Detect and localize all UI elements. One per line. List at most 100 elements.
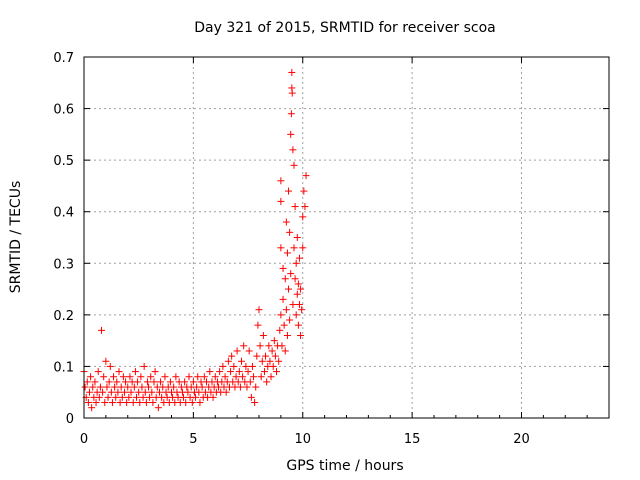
data-point xyxy=(233,347,241,355)
data-point xyxy=(115,368,123,376)
data-point xyxy=(84,399,92,407)
data-point xyxy=(200,373,208,381)
data-point xyxy=(277,177,285,185)
data-point xyxy=(273,368,280,376)
data-point xyxy=(150,378,158,386)
data-point xyxy=(146,393,154,401)
data-point xyxy=(134,378,142,386)
data-point xyxy=(271,352,279,360)
y-tick-label: 0.4 xyxy=(53,206,74,221)
x-tick-label: 20 xyxy=(513,432,530,447)
data-point xyxy=(289,301,297,309)
data-point xyxy=(282,218,290,226)
y-axis-title: SRMTID / TECUs xyxy=(8,181,24,294)
x-tick-labels: 0 5 10 15 20 xyxy=(80,432,530,447)
data-point xyxy=(209,393,217,401)
data-point xyxy=(276,326,284,334)
data-point xyxy=(135,388,143,396)
data-point xyxy=(126,373,134,381)
data-point xyxy=(268,347,276,355)
data-point xyxy=(253,352,261,360)
data-point xyxy=(250,373,258,381)
data-point xyxy=(122,378,130,386)
data-point xyxy=(289,146,297,154)
data-point xyxy=(262,352,270,360)
data-point xyxy=(222,388,230,396)
data-point xyxy=(188,399,196,407)
y-tick-label: 0.7 xyxy=(53,51,74,66)
data-point xyxy=(246,378,254,386)
data-point xyxy=(141,388,149,396)
data-point xyxy=(87,373,95,381)
data-point xyxy=(181,378,189,386)
data-point xyxy=(157,378,165,386)
data-point xyxy=(102,357,110,365)
data-point xyxy=(219,362,227,370)
data-point xyxy=(140,362,148,370)
y-tick-label: 0 xyxy=(66,412,74,427)
data-point xyxy=(161,373,169,381)
data-point xyxy=(89,383,97,391)
data-point xyxy=(234,378,242,386)
data-point xyxy=(281,275,289,283)
data-point xyxy=(260,368,268,376)
data-point xyxy=(252,383,260,391)
data-point xyxy=(263,378,271,386)
data-point xyxy=(228,352,236,360)
data-point xyxy=(235,368,243,376)
y-tick-label: 0.5 xyxy=(53,154,74,169)
data-point xyxy=(98,326,105,334)
data-point xyxy=(285,187,293,195)
data-point xyxy=(297,285,305,293)
data-point xyxy=(155,388,163,396)
data-point xyxy=(117,383,125,391)
data-point xyxy=(240,342,248,350)
data-point xyxy=(195,388,203,396)
data-point xyxy=(282,306,290,314)
data-point xyxy=(302,172,310,180)
data-point xyxy=(256,342,264,350)
data-point xyxy=(295,301,303,309)
data-point xyxy=(137,373,145,381)
data-point xyxy=(248,362,256,370)
data-point xyxy=(185,373,193,381)
data-point xyxy=(227,368,235,376)
grid-lines xyxy=(84,57,609,418)
data-point xyxy=(194,373,202,381)
data-point xyxy=(198,383,206,391)
data-point xyxy=(230,362,238,370)
data-point xyxy=(277,244,285,252)
data-point xyxy=(192,393,200,401)
data-point xyxy=(95,393,103,401)
data-point xyxy=(254,321,262,329)
data-point xyxy=(114,388,122,396)
data-point xyxy=(279,264,287,272)
data-point xyxy=(127,388,135,396)
data-point xyxy=(94,368,102,376)
data-point xyxy=(291,275,299,283)
data-point xyxy=(287,130,295,138)
data-point xyxy=(119,373,127,381)
data-point xyxy=(133,393,140,401)
data-point xyxy=(106,362,114,370)
data-point xyxy=(91,378,99,386)
data-point xyxy=(255,306,263,314)
data-point xyxy=(251,399,259,407)
data-point xyxy=(120,388,128,396)
data-point xyxy=(295,254,303,262)
data-point xyxy=(151,368,159,376)
x-tick-label: 10 xyxy=(294,432,311,447)
data-point xyxy=(123,399,131,407)
data-point xyxy=(258,357,266,365)
data-point xyxy=(131,368,139,376)
data-point xyxy=(108,399,116,407)
data-point xyxy=(290,161,298,169)
x-tick-label: 15 xyxy=(404,432,421,447)
data-point xyxy=(139,393,147,401)
data-point xyxy=(293,290,301,298)
data-point xyxy=(92,399,100,407)
data-point xyxy=(216,368,224,376)
data-point xyxy=(288,89,296,97)
data-point xyxy=(245,347,253,355)
